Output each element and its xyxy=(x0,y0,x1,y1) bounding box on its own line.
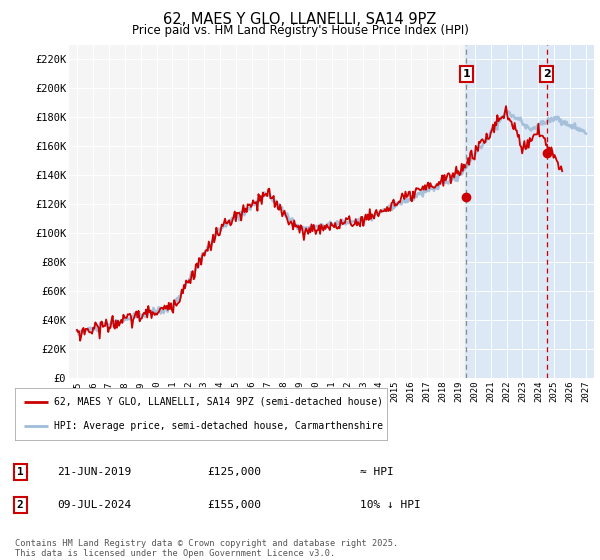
Text: ≈ HPI: ≈ HPI xyxy=(360,467,394,477)
Text: £155,000: £155,000 xyxy=(207,500,261,510)
Text: 2: 2 xyxy=(17,500,23,510)
Text: HPI: Average price, semi-detached house, Carmarthenshire: HPI: Average price, semi-detached house,… xyxy=(54,421,383,431)
Text: Price paid vs. HM Land Registry's House Price Index (HPI): Price paid vs. HM Land Registry's House … xyxy=(131,24,469,37)
Text: 09-JUL-2024: 09-JUL-2024 xyxy=(57,500,131,510)
Text: 62, MAES Y GLO, LLANELLI, SA14 9PZ: 62, MAES Y GLO, LLANELLI, SA14 9PZ xyxy=(163,12,437,27)
Bar xyxy=(465,45,594,378)
Text: £125,000: £125,000 xyxy=(207,467,261,477)
Text: 21-JUN-2019: 21-JUN-2019 xyxy=(57,467,131,477)
Text: 62, MAES Y GLO, LLANELLI, SA14 9PZ (semi-detached house): 62, MAES Y GLO, LLANELLI, SA14 9PZ (semi… xyxy=(54,397,383,407)
Text: Contains HM Land Registry data © Crown copyright and database right 2025.
This d: Contains HM Land Registry data © Crown c… xyxy=(15,539,398,558)
Text: 2: 2 xyxy=(543,69,550,79)
Text: 1: 1 xyxy=(463,69,470,79)
Text: 1: 1 xyxy=(17,467,23,477)
Text: 10% ↓ HPI: 10% ↓ HPI xyxy=(360,500,421,510)
